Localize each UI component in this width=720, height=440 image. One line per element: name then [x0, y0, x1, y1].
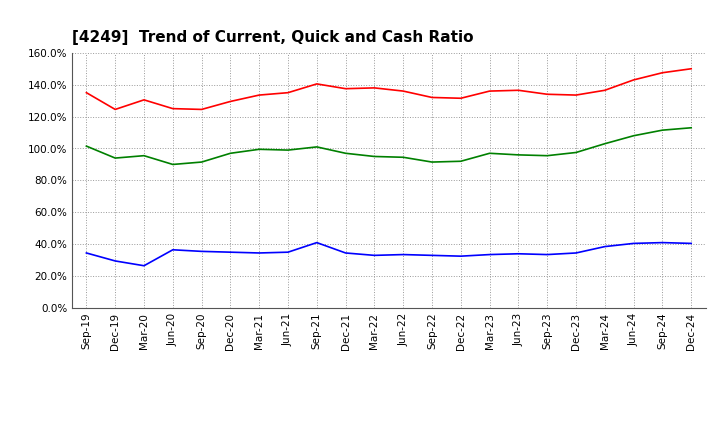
- Quick Ratio: [370, 154, 379, 159]
- Cash Ratio: [600, 244, 609, 249]
- Cash Ratio: [82, 250, 91, 256]
- Quick Ratio: [255, 147, 264, 152]
- Quick Ratio: [226, 150, 235, 156]
- Quick Ratio: [543, 153, 552, 158]
- Cash Ratio: [572, 250, 580, 256]
- Current Ratio: [658, 70, 667, 75]
- Line: Cash Ratio: Cash Ratio: [86, 242, 691, 266]
- Cash Ratio: [399, 252, 408, 257]
- Current Ratio: [255, 92, 264, 98]
- Current Ratio: [226, 99, 235, 104]
- Cash Ratio: [312, 240, 321, 245]
- Quick Ratio: [600, 141, 609, 147]
- Cash Ratio: [687, 241, 696, 246]
- Quick Ratio: [629, 133, 638, 138]
- Line: Current Ratio: Current Ratio: [86, 69, 691, 110]
- Cash Ratio: [226, 249, 235, 255]
- Current Ratio: [543, 92, 552, 97]
- Cash Ratio: [514, 251, 523, 257]
- Quick Ratio: [428, 159, 436, 165]
- Current Ratio: [168, 106, 177, 111]
- Quick Ratio: [658, 128, 667, 133]
- Quick Ratio: [485, 150, 494, 156]
- Cash Ratio: [370, 253, 379, 258]
- Current Ratio: [399, 88, 408, 94]
- Quick Ratio: [687, 125, 696, 130]
- Quick Ratio: [82, 143, 91, 149]
- Quick Ratio: [312, 144, 321, 150]
- Line: Quick Ratio: Quick Ratio: [86, 128, 691, 165]
- Current Ratio: [600, 88, 609, 93]
- Cash Ratio: [543, 252, 552, 257]
- Quick Ratio: [456, 159, 465, 164]
- Cash Ratio: [168, 247, 177, 253]
- Cash Ratio: [284, 249, 292, 255]
- Quick Ratio: [572, 150, 580, 155]
- Current Ratio: [456, 95, 465, 101]
- Cash Ratio: [140, 263, 148, 268]
- Current Ratio: [341, 86, 350, 92]
- Current Ratio: [572, 92, 580, 98]
- Text: [4249]  Trend of Current, Quick and Cash Ratio: [4249] Trend of Current, Quick and Cash …: [72, 29, 474, 45]
- Cash Ratio: [428, 253, 436, 258]
- Quick Ratio: [341, 150, 350, 156]
- Current Ratio: [687, 66, 696, 71]
- Current Ratio: [111, 107, 120, 112]
- Quick Ratio: [140, 153, 148, 158]
- Current Ratio: [485, 88, 494, 94]
- Current Ratio: [312, 81, 321, 87]
- Current Ratio: [140, 97, 148, 103]
- Quick Ratio: [111, 155, 120, 161]
- Cash Ratio: [255, 250, 264, 256]
- Cash Ratio: [658, 240, 667, 245]
- Current Ratio: [428, 95, 436, 100]
- Current Ratio: [284, 90, 292, 95]
- Cash Ratio: [456, 253, 465, 259]
- Quick Ratio: [168, 162, 177, 167]
- Cash Ratio: [197, 249, 206, 254]
- Current Ratio: [82, 90, 91, 95]
- Current Ratio: [197, 107, 206, 112]
- Cash Ratio: [111, 258, 120, 264]
- Cash Ratio: [485, 252, 494, 257]
- Current Ratio: [514, 88, 523, 93]
- Quick Ratio: [514, 152, 523, 158]
- Quick Ratio: [399, 154, 408, 160]
- Cash Ratio: [629, 241, 638, 246]
- Quick Ratio: [197, 159, 206, 165]
- Cash Ratio: [341, 250, 350, 256]
- Quick Ratio: [284, 147, 292, 153]
- Current Ratio: [629, 77, 638, 83]
- Current Ratio: [370, 85, 379, 91]
